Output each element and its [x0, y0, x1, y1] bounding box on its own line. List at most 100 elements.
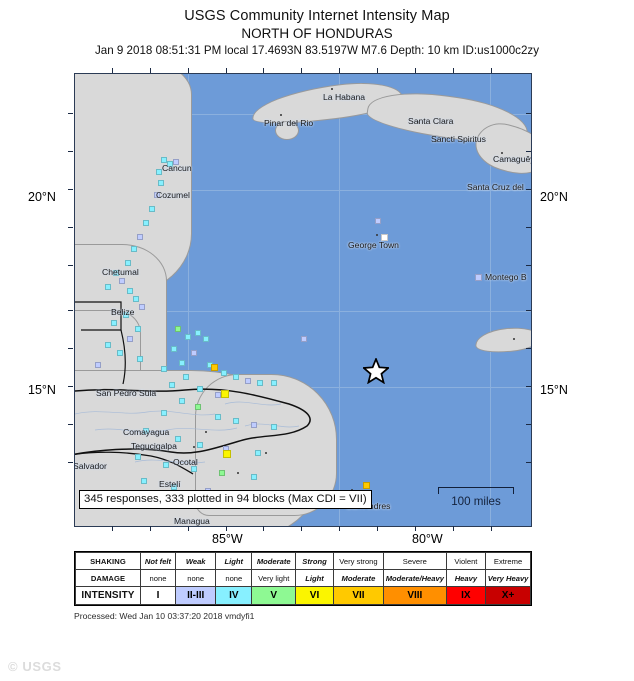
intensity-block	[221, 370, 227, 376]
legend-cell-intensity-i: I	[140, 586, 176, 605]
city-label: Chetumal	[102, 267, 139, 277]
intensity-block	[175, 436, 181, 442]
scale-bar-line	[438, 487, 514, 494]
city-dot	[435, 140, 437, 142]
city-dot	[331, 88, 333, 90]
city-label: George Town	[348, 240, 399, 250]
page-title: USGS Community Internet Intensity Map NO…	[0, 8, 634, 59]
lat-label-20n: 20°N	[28, 190, 56, 204]
legend-cell-shaking-ix: Violent	[445, 552, 487, 570]
intensity-block	[271, 424, 277, 430]
usgs-watermark: © USGS	[8, 659, 62, 674]
intensity-block	[135, 454, 141, 460]
legend-cell-intensity-viii: VIII	[383, 586, 447, 605]
city-label: La Habana	[323, 92, 366, 102]
city-dot	[501, 152, 503, 154]
intensity-block	[158, 180, 164, 186]
legend-cell-damage-i: none	[140, 569, 176, 587]
legend-cell-shaking-viii: Severe	[383, 552, 447, 570]
city-label: San Pedro Sula	[96, 388, 157, 398]
intensity-block	[233, 374, 239, 380]
legend-cell-damage-ii-iii: none	[174, 569, 217, 587]
lat-label-15n: 15°N	[28, 383, 56, 397]
epicenter-star-icon	[363, 358, 389, 384]
intensity-block	[381, 234, 388, 241]
legend-cell-damage-x+: Very Heavy	[485, 569, 531, 587]
city-dot	[513, 338, 515, 340]
intensity-block	[197, 386, 203, 392]
intensity-block	[233, 418, 239, 424]
lon-label-80w: 80°W	[412, 532, 443, 546]
intensity-block	[161, 157, 167, 163]
city-dot	[193, 446, 195, 448]
city-label: Belize	[111, 307, 135, 317]
intensity-block	[271, 380, 277, 386]
intensity-block	[149, 206, 155, 212]
intensity-block	[105, 342, 111, 348]
city-label: Cozumel	[156, 190, 190, 200]
title-line-1: USGS Community Internet Intensity Map	[184, 8, 450, 24]
legend-cell-shaking-x+: Extreme	[485, 552, 531, 570]
intensity-block	[133, 296, 139, 302]
city-label: Managua	[174, 516, 210, 526]
intensity-block	[117, 350, 123, 356]
legend-cell-damage-viii: Moderate/Heavy	[383, 569, 447, 587]
intensity-block	[135, 326, 141, 332]
intensity-block	[375, 218, 381, 224]
legend-row-intensity: INTENSITY I II-III IV V VI VII VIII IX X+	[75, 586, 531, 605]
legend-cell-intensity-vii: VII	[332, 586, 385, 605]
intensity-block	[215, 414, 221, 420]
legend-row-damage: DAMAGE none none none Very light Light Modera…	[75, 569, 531, 587]
intensity-block	[127, 336, 133, 342]
city-dot	[376, 234, 378, 236]
intensity-block	[161, 410, 167, 416]
intensity-block	[255, 450, 261, 456]
intensity-block	[301, 336, 307, 342]
city-label: Salvador	[74, 461, 107, 471]
city-label: Santa Clara	[408, 116, 454, 126]
lat-label-15n-right: 15°N	[540, 383, 568, 397]
legend-cell-damage-vi: Light	[295, 569, 334, 587]
intensity-block	[143, 428, 149, 434]
intensity-block	[257, 380, 263, 386]
intensity-block	[183, 374, 189, 380]
city-dot	[237, 472, 239, 474]
city-label: Sancti Spiritus	[431, 134, 486, 144]
graticule-line	[339, 74, 340, 526]
country-borders	[75, 301, 311, 475]
graticule-line	[490, 74, 491, 526]
intensity-block-strong	[221, 390, 229, 398]
intensity-block	[203, 336, 209, 342]
intensity-map[interactable]: La Habana Pinar del Rio Santa Clara Sancti …	[74, 73, 532, 527]
intensity-block	[171, 346, 177, 352]
legend-cell-intensity-ix: IX	[445, 586, 487, 605]
graticule-line	[75, 311, 531, 312]
landmass-isla-juventud	[275, 121, 299, 140]
legend-row-header-damage: DAMAGE	[75, 569, 141, 587]
legend-cell-shaking-v: Moderate	[251, 552, 297, 570]
intensity-block	[195, 404, 201, 410]
intensity-block-strong	[363, 482, 370, 489]
graticule-line	[188, 74, 189, 526]
intensity-block	[154, 192, 160, 198]
lat-label-20n-right: 20°N	[540, 190, 568, 204]
intensity-block-strong	[223, 450, 231, 458]
title-line-2: NORTH OF HONDURAS	[241, 26, 393, 41]
intensity-block	[137, 234, 143, 240]
intensity-block	[137, 356, 143, 362]
legend-cell-intensity-vi: VI	[295, 586, 334, 605]
intensity-block	[169, 382, 175, 388]
legend-cell-shaking-vi: Strong	[295, 552, 334, 570]
intensity-block	[185, 334, 191, 340]
city-label: Camaguêy	[493, 154, 532, 164]
legend-cell-damage-v: Very light	[251, 569, 297, 587]
intensity-block	[171, 484, 177, 490]
intensity-block	[219, 470, 225, 476]
page-footer: © USGS	[0, 645, 634, 681]
city-label: Montego B	[485, 272, 527, 282]
intensity-block	[191, 466, 197, 472]
intensity-block	[125, 260, 131, 266]
scale-bar: 100 miles	[438, 487, 514, 508]
intensity-block	[191, 350, 197, 356]
intensity-block-strong	[211, 364, 218, 371]
